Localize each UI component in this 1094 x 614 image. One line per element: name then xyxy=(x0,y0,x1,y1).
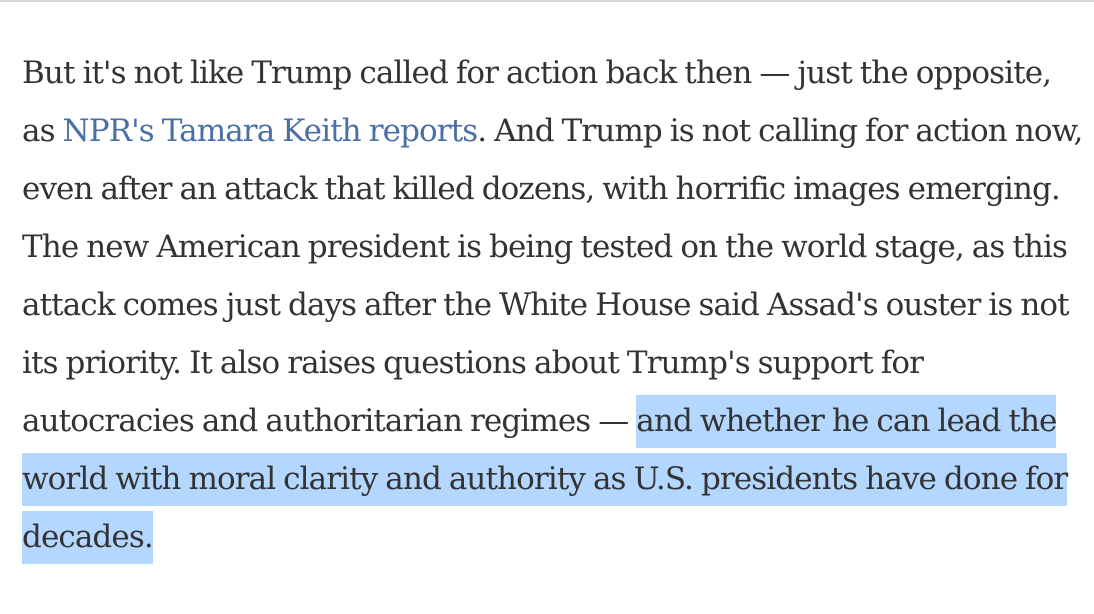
top-divider xyxy=(0,0,1094,2)
paragraph-text-after-link: . And Trump is not calling for action no… xyxy=(22,113,1083,439)
article-body: But it's not like Trump called for actio… xyxy=(22,44,1088,566)
npr-story-link[interactable]: NPR's Tamara Keith reports xyxy=(62,113,479,149)
paragraph-text-before-link: But it's not like Trump called for actio… xyxy=(22,55,1052,149)
article-paragraph: But it's not like Trump called for actio… xyxy=(22,44,1088,566)
